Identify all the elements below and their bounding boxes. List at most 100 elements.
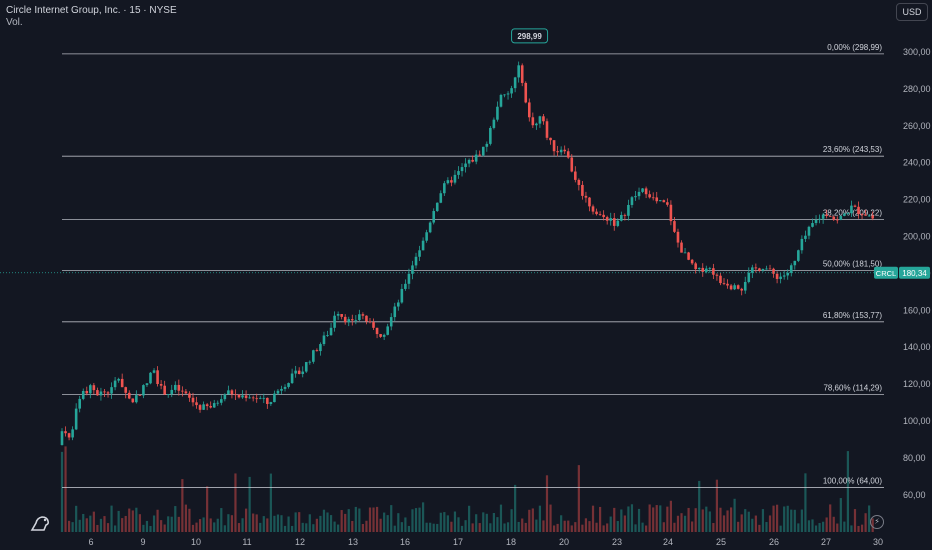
candle-body bbox=[828, 215, 832, 217]
price-axis[interactable]: 60,0080,00100,00120,00140,00160,00180,00… bbox=[903, 47, 931, 500]
candle-body bbox=[365, 315, 368, 322]
volume-bar bbox=[581, 524, 584, 532]
candle-body bbox=[173, 384, 177, 390]
volume-bar bbox=[744, 509, 747, 532]
candle-body bbox=[736, 285, 740, 289]
volume-bar bbox=[397, 513, 400, 532]
candle-body bbox=[616, 220, 620, 226]
volume-bar bbox=[383, 512, 386, 532]
candle-body bbox=[223, 394, 227, 400]
candle-body bbox=[747, 272, 751, 282]
volume-bar bbox=[471, 523, 474, 532]
volume-bar bbox=[609, 516, 612, 532]
candle-body bbox=[524, 82, 528, 103]
y-tick-label: 80,00 bbox=[903, 453, 926, 463]
volume-bar bbox=[648, 504, 651, 532]
volume-bar bbox=[414, 508, 418, 532]
volume-bar bbox=[790, 509, 793, 532]
volume-bar bbox=[131, 510, 134, 532]
volume-bar bbox=[287, 516, 290, 532]
candle-body bbox=[754, 267, 758, 269]
candle-body bbox=[846, 213, 850, 214]
volume-bar bbox=[765, 522, 768, 532]
x-tick-label: 23 bbox=[612, 537, 622, 547]
volume-bar bbox=[64, 446, 67, 532]
candle-body bbox=[71, 429, 74, 438]
volume-bar bbox=[737, 521, 740, 532]
fib-level-label: 100,00% (64,00) bbox=[823, 476, 882, 485]
candle-body bbox=[793, 260, 797, 266]
volume-bar bbox=[372, 507, 375, 532]
volume-bar bbox=[584, 518, 588, 532]
volume-bar bbox=[499, 504, 503, 532]
volume-bar bbox=[570, 525, 573, 532]
y-tick-label: 240,00 bbox=[903, 158, 931, 168]
candle-body bbox=[577, 179, 581, 185]
candle-body bbox=[715, 274, 719, 276]
fibonacci-retracement[interactable]: 0,00% (298,99)23,60% (243,53)38,20% (209… bbox=[62, 43, 884, 488]
candle-body bbox=[446, 180, 450, 184]
candle-body bbox=[96, 390, 99, 396]
candle-body bbox=[574, 171, 577, 180]
candle-body bbox=[138, 395, 142, 396]
candle-body bbox=[361, 314, 365, 316]
volume-bar bbox=[666, 506, 669, 532]
volume-bar bbox=[698, 480, 701, 532]
volume-bar bbox=[506, 522, 510, 532]
candle-body bbox=[209, 406, 212, 408]
currency-button[interactable]: USD bbox=[896, 3, 928, 21]
candle-body bbox=[453, 174, 457, 183]
candle-body bbox=[212, 403, 216, 408]
candle-body bbox=[669, 204, 673, 222]
candle-body bbox=[464, 163, 467, 168]
candle-body bbox=[460, 167, 464, 172]
volume-bar bbox=[853, 509, 857, 532]
symbol-title[interactable]: Circle Internet Group, Inc. · 15 · NYSE bbox=[6, 5, 177, 16]
candle-body bbox=[676, 231, 680, 243]
lightning-icon[interactable]: ⚡ bbox=[870, 515, 884, 529]
candle-body bbox=[184, 391, 188, 394]
candle-body bbox=[758, 268, 761, 271]
candle-body bbox=[322, 335, 326, 345]
volume-bar bbox=[273, 515, 276, 532]
candle-body bbox=[658, 200, 662, 202]
volume-bar bbox=[365, 520, 368, 532]
volume-bar bbox=[195, 522, 198, 532]
volume-bar bbox=[234, 473, 237, 532]
candle-body bbox=[67, 433, 71, 438]
volume-bar bbox=[846, 451, 850, 532]
candle-body bbox=[871, 215, 874, 219]
candle-body bbox=[389, 317, 393, 327]
volume-bar bbox=[545, 475, 549, 532]
tradingview-logo-icon[interactable] bbox=[30, 512, 52, 532]
candle-body bbox=[177, 384, 181, 391]
volume-bar bbox=[598, 506, 602, 532]
volume-bar bbox=[514, 484, 517, 532]
volume-bar bbox=[216, 518, 219, 532]
candle-body bbox=[202, 404, 205, 410]
volume-label[interactable]: Vol. bbox=[6, 17, 23, 28]
volume-bar bbox=[591, 505, 595, 532]
candle-body bbox=[205, 404, 209, 407]
time-axis[interactable]: 6 9 10 11 12 13 16 17 18 20 23 24 25 26 27 30 bbox=[88, 537, 883, 547]
volume-bar bbox=[843, 521, 846, 532]
volume-bar bbox=[588, 521, 591, 532]
candle-body bbox=[471, 159, 474, 162]
candle-body bbox=[333, 315, 336, 328]
volume-bar bbox=[563, 520, 566, 532]
candle-body bbox=[266, 397, 269, 404]
candle-body bbox=[198, 405, 202, 410]
volume-bar bbox=[814, 525, 818, 532]
volume-bar bbox=[637, 508, 641, 532]
volume-bar bbox=[475, 514, 478, 532]
candle-body bbox=[623, 214, 627, 216]
volume-bar bbox=[754, 515, 757, 532]
candle-body bbox=[340, 314, 343, 317]
y-tick-label: 200,00 bbox=[903, 232, 931, 242]
candle-body bbox=[166, 394, 170, 395]
volume-bar bbox=[319, 515, 322, 532]
volume-bar bbox=[358, 508, 361, 532]
volume-bar bbox=[524, 522, 527, 532]
volume-bar bbox=[492, 512, 495, 532]
